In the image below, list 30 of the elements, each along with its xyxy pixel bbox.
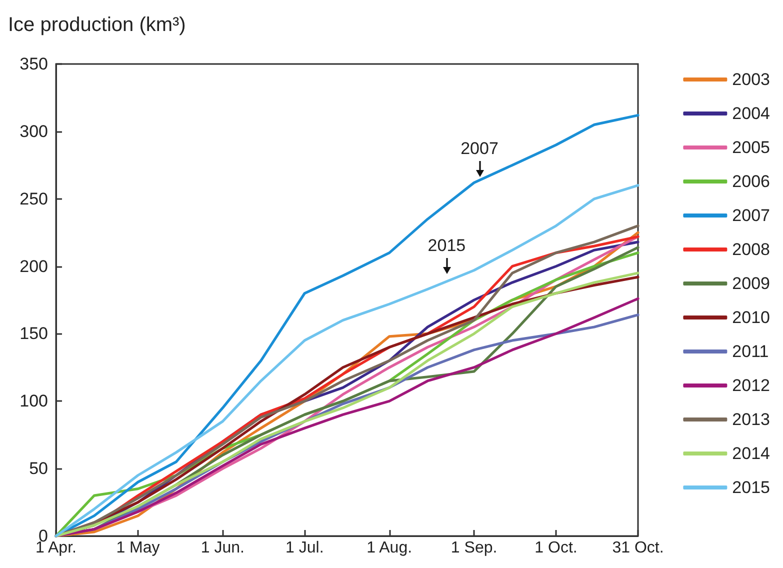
y-tick-label: 50 [29,459,48,478]
legend-label: 2013 [732,410,770,429]
x-tick-label: 1 May [116,540,160,556]
legend-label: 2003 [732,70,770,89]
y-tick-label: 250 [20,189,48,208]
legend-label: 2009 [732,274,770,293]
y-tick-label: 150 [20,324,48,344]
legend-label: 2012 [732,376,770,395]
legend-label: 2005 [732,138,770,157]
legend-label: 2014 [732,444,770,463]
annotation: 2015 [428,236,466,256]
x-tick-label: 1 Jun. [200,540,244,556]
y-tick-label: 350 [20,54,48,74]
x-tick-label: 1 Oct. [534,540,578,556]
y-tick-label: 100 [20,392,48,411]
x-tick-label: 31 Oct. [612,540,664,556]
legend-label: 2010 [732,308,770,327]
y-tick-label: 200 [20,256,48,276]
legend-label: 2004 [732,104,770,123]
legend-label: 2008 [732,240,770,259]
y-axis-title: Ice production (km³) [8,14,186,37]
x-tick-label: 1 Aug. [366,540,412,556]
y-tick-label: 300 [20,122,48,141]
legend-label: 2006 [732,172,770,191]
annotation: 2007 [460,138,498,159]
legend-label: 2011 [732,342,769,361]
legend-label: 2015 [732,478,770,497]
x-tick-label: 1 Sep. [450,540,498,556]
legend-label: 2007 [732,206,770,225]
x-tick-label: 1 Jul. [286,540,324,556]
